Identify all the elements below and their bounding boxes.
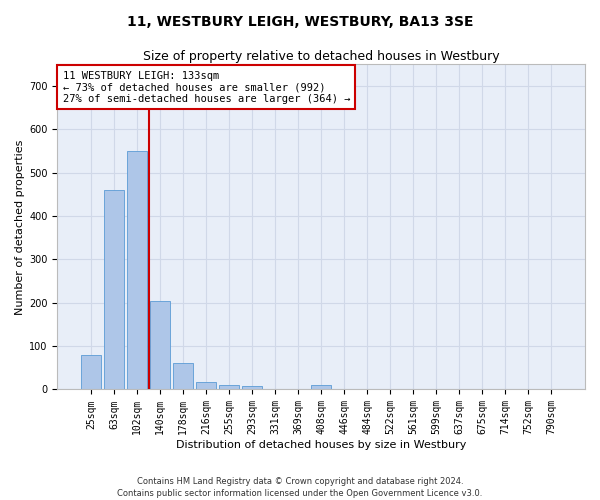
Text: Contains HM Land Registry data © Crown copyright and database right 2024.
Contai: Contains HM Land Registry data © Crown c… [118,476,482,498]
Text: 11 WESTBURY LEIGH: 133sqm
← 73% of detached houses are smaller (992)
27% of semi: 11 WESTBURY LEIGH: 133sqm ← 73% of detac… [62,70,350,104]
Bar [311,385,331,390]
Bar [173,364,193,390]
Y-axis label: Number of detached properties: Number of detached properties [15,139,25,314]
Text: 11, WESTBURY LEIGH, WESTBURY, BA13 3SE: 11, WESTBURY LEIGH, WESTBURY, BA13 3SE [127,15,473,29]
Bar [242,386,262,390]
Bar [151,300,170,390]
Bar [196,382,216,390]
Bar [220,385,239,390]
Title: Size of property relative to detached houses in Westbury: Size of property relative to detached ho… [143,50,500,63]
Bar [127,151,147,390]
X-axis label: Distribution of detached houses by size in Westbury: Distribution of detached houses by size … [176,440,466,450]
Bar [82,355,101,390]
Bar [104,190,124,390]
